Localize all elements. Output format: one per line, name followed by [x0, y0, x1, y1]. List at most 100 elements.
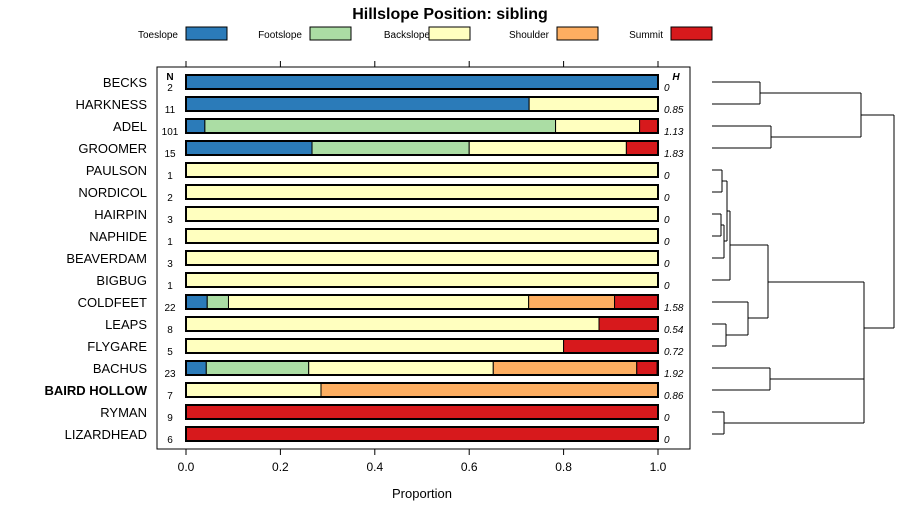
category-label: BACHUS	[93, 361, 148, 376]
h-value: 0	[664, 281, 670, 292]
bar-outline	[185, 316, 659, 332]
category-label: HARKNESS	[75, 97, 147, 112]
legend-label: Backslope	[384, 30, 431, 41]
bar-segment	[492, 360, 638, 376]
chart-row: ADEL 101 1.13	[113, 118, 684, 138]
x-axis: 0.0 0.2 0.4 0.6 0.8 1.0	[178, 449, 667, 474]
n-value: 2	[167, 193, 173, 204]
legend-swatch	[428, 26, 471, 41]
tick-label: 0.0	[178, 460, 195, 474]
h-value: 1.58	[664, 303, 684, 314]
bar-outline	[185, 404, 659, 420]
h-value: 0.85	[664, 105, 684, 116]
chart-row: BAIRD HOLLOW 7 0.86	[44, 382, 684, 402]
h-value: 1.92	[664, 369, 684, 380]
bar-segment	[185, 272, 659, 288]
bar-segment	[204, 118, 557, 134]
legend-label: Shoulder	[509, 30, 550, 41]
h-value: 0	[664, 413, 670, 424]
chart-row: PAULSON 1 0	[86, 162, 670, 182]
n-value: 23	[164, 369, 176, 380]
n-value: 101	[162, 127, 179, 138]
bar-segment	[185, 162, 659, 178]
n-value: 9	[167, 413, 173, 424]
bar-outline	[185, 272, 659, 288]
bar-segment	[185, 294, 208, 310]
n-value: 11	[165, 105, 176, 116]
n-value: 2	[167, 83, 173, 94]
chart-row: NAPHIDE 1 0	[89, 228, 670, 248]
n-value: 15	[164, 149, 176, 160]
chart-row: NORDICOL 2 0	[78, 184, 670, 204]
bar-segment	[528, 294, 616, 310]
category-label: PAULSON	[86, 163, 147, 178]
h-value: 0	[664, 259, 670, 270]
bar-segment	[185, 228, 659, 244]
category-label: LEAPS	[105, 317, 147, 332]
dendrogram-link	[712, 213, 725, 259]
tick-label: 1.0	[650, 460, 667, 474]
x-axis-label: Proportion	[392, 486, 452, 501]
legend-label: Summit	[629, 30, 663, 41]
chart-row: RYMAN 9 0	[100, 404, 670, 424]
category-label: BIGBUG	[96, 273, 147, 288]
legend-swatch	[185, 26, 228, 41]
h-value: 0.54	[664, 325, 684, 336]
bar-segment	[598, 316, 659, 332]
n-value: 6	[167, 435, 173, 446]
h-column-header: H	[672, 72, 680, 83]
chart-row: HAIRPIN 3 0	[94, 206, 670, 226]
legend-swatch	[309, 26, 352, 41]
bar-segment	[185, 250, 659, 266]
dendrogram-link	[712, 169, 723, 193]
bar-segment	[185, 382, 322, 398]
category-label: FLYGARE	[87, 339, 147, 354]
category-label: ADEL	[113, 119, 147, 134]
category-label: GROOMER	[78, 141, 147, 156]
bar-segment	[185, 96, 530, 112]
bar-segment	[614, 294, 659, 310]
n-value: 1	[167, 237, 173, 248]
bar-segment	[185, 140, 313, 156]
tick-label: 0.8	[555, 460, 572, 474]
tick-label: 0.4	[366, 460, 383, 474]
category-label: NORDICOL	[78, 185, 147, 200]
bar-outline	[185, 184, 659, 200]
category-label: NAPHIDE	[89, 229, 147, 244]
h-value: 0.72	[664, 347, 684, 358]
bar-segment	[185, 338, 565, 354]
dendrogram-link	[712, 180, 731, 281]
chart-row: COLDFEET 22 1.58	[78, 294, 684, 314]
bar-outline	[185, 140, 659, 156]
legend-swatch	[556, 26, 599, 41]
chart-row: HARKNESS 11 0.85	[75, 96, 684, 116]
n-column-header: N	[166, 72, 173, 83]
bar-segment	[308, 360, 494, 376]
bar-outline	[185, 360, 659, 376]
h-value: 0	[664, 237, 670, 248]
dendrogram-link	[864, 115, 895, 329]
bar-segment	[185, 206, 659, 222]
category-label: LIZARDHEAD	[65, 427, 147, 442]
n-value: 1	[167, 281, 173, 292]
chart-row: BACHUS 23 1.92	[93, 360, 684, 380]
bar-outline	[185, 96, 659, 112]
legend: Toeslope Footslope Backslope Shoulder Summit	[138, 26, 713, 41]
h-value: 1.83	[664, 149, 684, 160]
category-label: BAIRD HOLLOW	[44, 383, 147, 398]
chart-title: Hillslope Position: sibling	[352, 6, 548, 23]
chart-row: GROOMER 15 1.83	[78, 140, 684, 160]
bar-outline	[185, 206, 659, 222]
h-value: 0.86	[664, 391, 684, 402]
bar-segment	[625, 140, 659, 156]
chart-row: LEAPS 8 0.54	[105, 316, 684, 336]
bar-segment	[639, 118, 659, 134]
dendrogram-link	[712, 411, 725, 435]
chart-row: FLYGARE 5 0.72	[87, 338, 684, 358]
dendrogram	[712, 81, 895, 435]
bar-segment	[185, 74, 659, 90]
n-value: 5	[167, 347, 173, 358]
bar-segment	[555, 118, 641, 134]
